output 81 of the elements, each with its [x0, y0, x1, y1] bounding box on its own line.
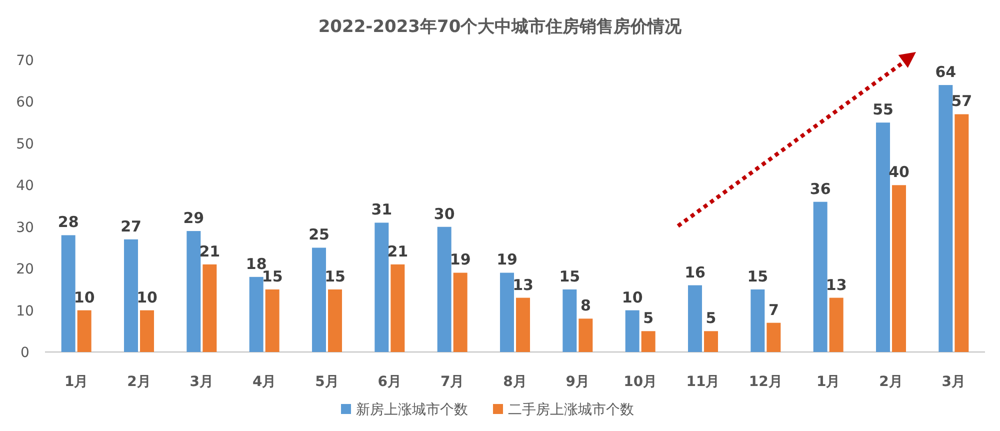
data-label: 30 [434, 204, 455, 223]
x-tick-label: 2月 [127, 374, 151, 390]
bar [641, 331, 656, 352]
x-tick-label: 12月 [748, 374, 782, 390]
data-label: 10 [622, 288, 643, 306]
data-label: 15 [747, 267, 768, 286]
bar [124, 239, 138, 352]
bar [328, 289, 342, 352]
bar [766, 322, 781, 352]
bar [265, 289, 280, 352]
x-tick-label: 1月 [816, 374, 840, 390]
y-tick-label: 0 [20, 345, 30, 361]
data-label: 31 [371, 200, 392, 219]
x-tick-label: 11月 [686, 374, 720, 390]
bar [625, 310, 640, 352]
bar [578, 318, 593, 352]
bar [704, 331, 718, 352]
bar [437, 226, 452, 352]
y-tick-label: 30 [16, 220, 34, 236]
x-tick-label: 10月 [624, 374, 658, 390]
data-label: 7 [768, 300, 779, 319]
data-label: 5 [706, 309, 716, 328]
y-tick-label: 20 [16, 262, 34, 278]
bar [562, 289, 577, 352]
data-label: 5 [643, 309, 654, 328]
x-tick-label: 6月 [378, 374, 402, 390]
bar [390, 264, 405, 352]
bar [77, 310, 92, 352]
bar [61, 235, 76, 352]
data-label: 27 [120, 217, 142, 236]
bar [516, 298, 530, 352]
data-label: 55 [872, 100, 894, 119]
bar [938, 85, 953, 352]
data-label: 15 [324, 267, 346, 286]
data-label: 25 [308, 226, 330, 244]
y-tick-label: 60 [16, 94, 34, 111]
y-tick-label: 50 [16, 136, 34, 152]
x-tick-label: 7月 [440, 374, 464, 390]
data-label: 16 [684, 263, 706, 282]
data-label: 13 [826, 276, 847, 294]
x-tick-label: 3月 [942, 374, 966, 390]
x-tick-label: 1月 [64, 374, 88, 390]
data-label: 21 [387, 242, 408, 260]
chart-title: 2022-2023年70个大中城市住房销售房价情况 [318, 17, 683, 37]
bar [140, 310, 154, 352]
bar [374, 222, 389, 352]
bar [813, 202, 828, 352]
bar [500, 272, 514, 352]
bar [688, 285, 702, 352]
bar [750, 289, 765, 352]
data-label: 64 [935, 63, 956, 82]
data-label: 13 [512, 276, 534, 294]
x-tick-label: 3月 [190, 374, 214, 390]
y-tick-label: 40 [16, 178, 34, 194]
bar [202, 264, 217, 352]
data-label: 10 [74, 288, 95, 306]
x-tick-label: 4月 [252, 374, 276, 390]
x-tick-label: 9月 [566, 374, 590, 390]
data-label: 8 [580, 296, 591, 315]
data-label: 19 [496, 250, 518, 269]
data-label: 36 [810, 180, 831, 198]
bar [186, 231, 201, 352]
bar [892, 185, 906, 352]
legend-label: 新房上涨城市个数 [356, 402, 468, 418]
data-label: 29 [183, 209, 204, 228]
data-label: 21 [199, 242, 220, 260]
x-tick-label: 8月 [503, 374, 527, 390]
data-label: 10 [136, 288, 158, 306]
bar [453, 272, 468, 352]
data-label: 19 [450, 250, 471, 269]
data-label: 28 [58, 213, 79, 232]
bar [312, 248, 326, 352]
bar [876, 122, 890, 352]
x-tick-label: 5月 [315, 374, 339, 390]
y-tick-label: 70 [16, 53, 34, 69]
legend-label: 二手房上涨城市个数 [508, 402, 634, 418]
y-tick-label: 10 [16, 303, 34, 320]
x-tick-label: 2月 [879, 374, 903, 390]
data-label: 15 [559, 267, 580, 286]
bar [954, 114, 969, 352]
bar [829, 298, 844, 352]
